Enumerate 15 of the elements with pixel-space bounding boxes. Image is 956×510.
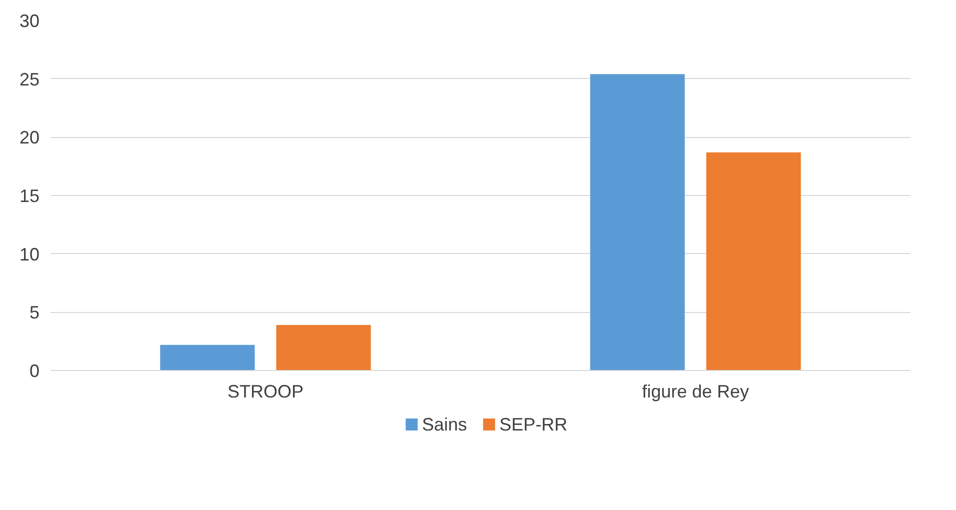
x-tick-label: STROOP	[227, 382, 304, 402]
y-tick-label: 15	[19, 186, 40, 206]
x-tick-label: figure de Rey	[642, 382, 750, 402]
bar	[590, 74, 685, 370]
y-tick-label: 5	[29, 302, 40, 323]
bar	[276, 325, 371, 370]
legend-label: SEP-RR	[499, 414, 568, 434]
bar	[160, 344, 255, 370]
y-tick-label: 25	[19, 69, 40, 90]
y-tick-label: 30	[19, 11, 40, 31]
y-tick-label: 0	[29, 361, 40, 381]
y-tick-label: 10	[19, 244, 40, 264]
legend-label: Sains	[422, 414, 468, 434]
bar	[706, 152, 801, 370]
y-tick-label: 20	[19, 128, 40, 148]
